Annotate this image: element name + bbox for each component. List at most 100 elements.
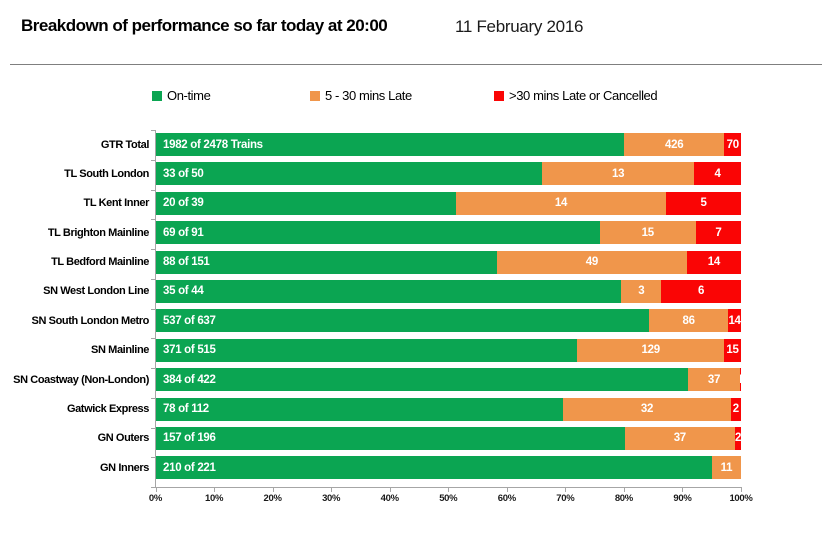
row-label: SN Mainline xyxy=(91,344,149,357)
bar-track: 384 of 422 37 1 xyxy=(156,368,741,392)
chart-row: TL South London 33 of 50 13 4 xyxy=(6,162,741,186)
late-count-label: 37 xyxy=(673,432,687,445)
ontime-segment: 35 of 44 xyxy=(156,279,622,303)
x-tick-label: 40% xyxy=(380,493,399,504)
cancelled-segment: 14 xyxy=(728,309,741,333)
cancelled-count-label: 1 xyxy=(740,374,741,386)
x-tick xyxy=(623,488,625,492)
row-label: GTR Total xyxy=(100,138,150,151)
ontime-count-label: 1982 of 2478 Trains xyxy=(163,138,263,151)
cancelled-count-label: 6 xyxy=(698,285,705,298)
late-segment: 11 xyxy=(711,456,741,480)
cancelled-count-label: 5 xyxy=(700,197,707,210)
row-label: TL South London xyxy=(64,167,149,180)
x-axis-line xyxy=(155,487,742,488)
ontime-count-label: 537 of 637 xyxy=(163,314,216,327)
ontime-count-label: 371 of 515 xyxy=(163,344,216,357)
late-segment: 32 xyxy=(563,397,731,421)
x-tick-label: 30% xyxy=(322,493,341,504)
late-count-label: 13 xyxy=(612,167,625,180)
category-tick xyxy=(151,189,155,191)
cancelled-segment: 14 xyxy=(686,250,741,274)
late-swatch-icon xyxy=(310,90,320,101)
cancelled-segment: 6 xyxy=(661,279,741,303)
ontime-count-label: 69 of 91 xyxy=(163,226,204,239)
category-tick xyxy=(151,338,155,340)
late-segment: 15 xyxy=(599,221,696,245)
category-tick xyxy=(151,397,155,399)
chart-row: GN Outers 157 of 196 37 2 xyxy=(6,426,741,450)
cancelled-count-label: 14 xyxy=(707,256,721,269)
x-tick xyxy=(448,488,450,492)
category-tick xyxy=(151,249,155,250)
bar-track: 35 of 44 3 6 xyxy=(156,279,741,303)
late-segment: 3 xyxy=(621,279,662,303)
bar-track: 20 of 39 14 5 xyxy=(156,191,741,215)
x-tick-label: 20% xyxy=(263,493,282,504)
ontime-segment: 78 of 112 xyxy=(156,397,564,421)
row-label: TL Kent Inner xyxy=(83,197,150,210)
ontime-count-label: 157 of 196 xyxy=(163,432,216,445)
ontime-segment: 371 of 515 xyxy=(156,338,578,362)
late-segment: 86 xyxy=(649,309,729,333)
bar-track: 537 of 637 86 14 xyxy=(156,309,741,333)
bar-track: 78 of 112 32 2 xyxy=(156,397,741,421)
x-tick-label: 10% xyxy=(204,493,224,504)
row-label: GN Outers xyxy=(97,432,150,445)
late-count-label: 14 xyxy=(554,197,568,210)
ontime-segment: 384 of 422 xyxy=(156,368,689,392)
chart-row: GTR Total 1982 of 2478 Trains 426 70 xyxy=(6,133,741,156)
ontime-segment: 20 of 39 xyxy=(156,191,456,215)
cancelled-segment: 2 xyxy=(735,426,741,450)
ontime-count-label: 88 of 151 xyxy=(163,256,210,269)
x-tick-label: 90% xyxy=(673,493,692,504)
bar-track: 88 of 151 49 14 xyxy=(156,250,741,274)
row-label: GN Inners xyxy=(100,461,149,474)
cancelled-segment: 15 xyxy=(723,338,741,362)
cancelled-segment: 1 xyxy=(739,368,741,392)
cancelled-count-label: 70 xyxy=(726,138,740,151)
row-label: SN Coastway (Non-London) xyxy=(13,373,149,386)
ontime-segment: 69 of 91 xyxy=(156,221,600,245)
late-count-label: 129 xyxy=(641,344,661,357)
cancelled-segment: 5 xyxy=(666,191,741,215)
legend-item-late: 5 - 30 mins Late xyxy=(310,88,412,103)
x-tick xyxy=(155,488,157,492)
x-tick xyxy=(331,488,333,492)
cancelled-segment: 70 xyxy=(724,133,741,156)
category-tick xyxy=(151,487,155,488)
ontime-segment: 1982 of 2478 Trains xyxy=(156,133,624,156)
ontime-count-label: 210 of 221 xyxy=(163,461,216,474)
ontime-count-label: 384 of 422 xyxy=(163,373,216,386)
late-count-label: 426 xyxy=(665,138,684,151)
category-tick xyxy=(151,278,155,280)
row-label: TL Brighton Mainline xyxy=(47,226,150,239)
chart-row: GN Inners 210 of 221 11 xyxy=(6,456,741,480)
chart-row: TL Brighton Mainline 69 of 91 15 7 xyxy=(6,221,741,245)
legend-label: On-time xyxy=(167,88,211,103)
ontime-segment: 537 of 637 xyxy=(156,309,650,333)
late-segment: 37 xyxy=(688,368,740,392)
late-count-label: 15 xyxy=(641,226,655,239)
cancelled-count-label: 4 xyxy=(714,167,721,180)
report-date: 11 February 2016 xyxy=(455,17,584,36)
ontime-count-label: 20 of 39 xyxy=(163,197,204,210)
late-segment: 14 xyxy=(456,191,666,215)
chart-row: TL Kent Inner 20 of 39 14 5 xyxy=(6,191,741,215)
late-count-label: 3 xyxy=(638,285,645,298)
cancelled-count-label: 15 xyxy=(726,344,739,357)
category-tick xyxy=(151,427,155,429)
x-tick-label: 70% xyxy=(556,493,575,504)
x-tick-label: 80% xyxy=(614,493,633,504)
chart-row: SN Mainline 371 of 515 129 15 xyxy=(6,338,741,362)
legend-item-cancelled: >30 mins Late or Cancelled xyxy=(494,88,658,103)
header-divider xyxy=(10,64,822,65)
late-count-label: 37 xyxy=(707,373,721,386)
x-tick xyxy=(506,488,508,492)
ontime-segment: 88 of 151 xyxy=(156,250,497,274)
bar-track: 33 of 50 13 4 xyxy=(156,162,741,186)
ontime-swatch-icon xyxy=(152,90,162,101)
ontime-count-label: 78 of 112 xyxy=(163,403,209,416)
cancelled-count-label: 2 xyxy=(732,403,739,416)
